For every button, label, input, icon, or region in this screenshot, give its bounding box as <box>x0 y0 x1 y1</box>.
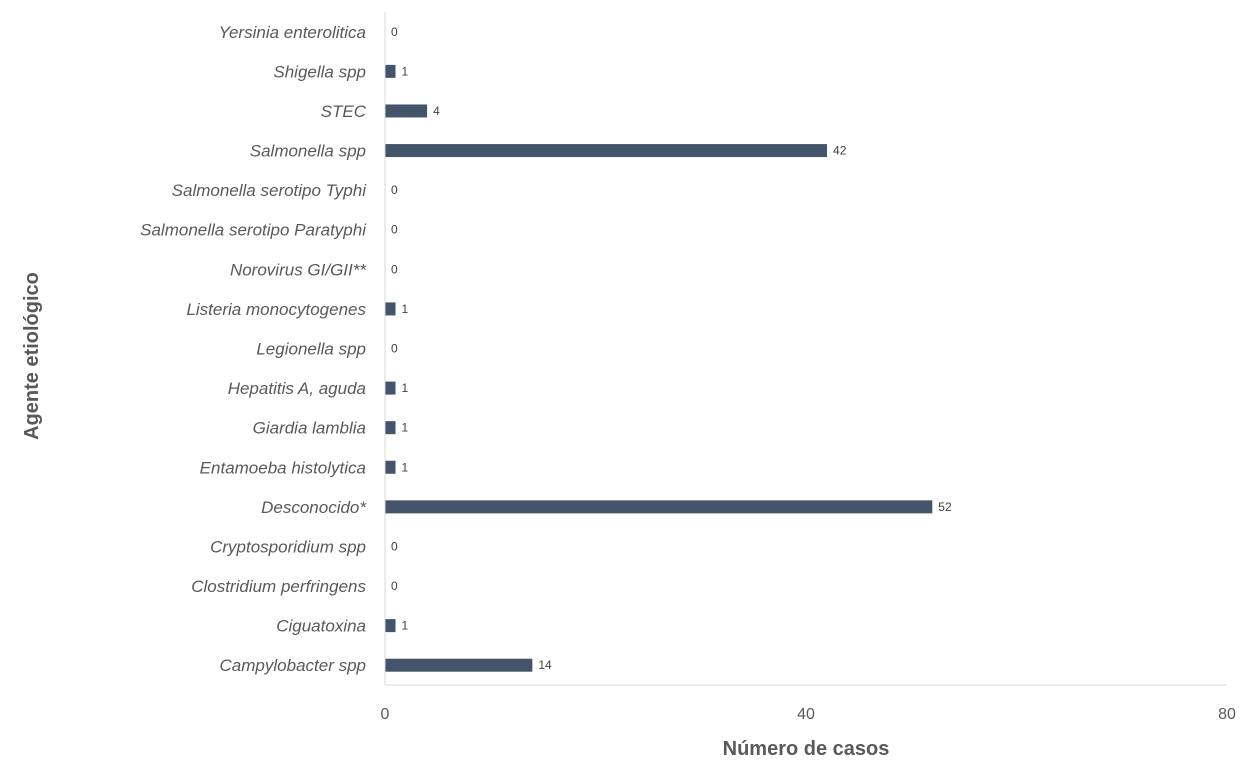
value-label: 0 <box>391 262 398 276</box>
category-label: Campylobacter spp <box>220 656 366 675</box>
value-label: 4 <box>433 104 440 118</box>
bars <box>385 64 933 672</box>
bar <box>385 144 828 158</box>
category-label: Desconocido* <box>261 498 367 517</box>
category-label: Ciguatoxina <box>276 617 366 636</box>
value-label: 14 <box>538 658 552 672</box>
bar <box>385 619 396 633</box>
bar <box>385 104 428 118</box>
category-label: Norovirus GI/GII** <box>230 260 367 279</box>
value-label: 0 <box>391 579 398 593</box>
bar <box>385 302 396 316</box>
value-label: 1 <box>402 421 409 435</box>
x-tick-labels: 0 40 80 <box>381 706 1236 723</box>
category-labels: Yersinia enterolitica Shigella spp STEC Sal… <box>140 23 367 675</box>
value-label: 42 <box>833 144 847 158</box>
value-label: 1 <box>402 460 409 474</box>
category-label: Salmonella spp <box>250 142 366 161</box>
bar <box>385 500 933 514</box>
bar <box>385 64 396 78</box>
value-label: 0 <box>391 183 398 197</box>
value-label: 1 <box>402 381 409 395</box>
category-label: Cryptosporidium spp <box>210 537 366 556</box>
bar <box>385 658 533 672</box>
category-label: Giardia lamblia <box>253 419 366 438</box>
category-label: Shigella spp <box>273 62 366 81</box>
category-label: Legionella spp <box>256 340 366 359</box>
category-label: Listeria monocytogenes <box>186 300 366 319</box>
y-axis-title: Agente etiológico <box>21 272 43 440</box>
value-label: 52 <box>938 500 952 514</box>
category-label: Yersinia enterolitica <box>219 23 366 42</box>
bar <box>385 460 396 474</box>
x-tick-label: 80 <box>1218 706 1236 723</box>
category-label: Hepatitis A, aguda <box>228 379 366 398</box>
value-label: 0 <box>391 539 398 553</box>
x-tick-label: 40 <box>797 706 815 723</box>
category-label: Entamoeba histolytica <box>200 458 366 477</box>
category-label: Salmonella serotipo Paratyphi <box>140 221 367 240</box>
value-label: 0 <box>391 223 398 237</box>
value-label: 1 <box>402 619 409 633</box>
value-label: 0 <box>391 25 398 39</box>
value-label: 0 <box>391 342 398 356</box>
value-label: 1 <box>402 64 409 78</box>
bar <box>385 421 396 435</box>
x-tick-label: 0 <box>381 706 390 723</box>
category-label: STEC <box>321 102 367 121</box>
category-label: Clostridium perfringens <box>191 577 366 596</box>
category-label: Salmonella serotipo Typhi <box>172 181 368 200</box>
bar <box>385 381 396 395</box>
value-label: 1 <box>402 302 409 316</box>
x-axis-title: Número de casos <box>723 738 890 760</box>
